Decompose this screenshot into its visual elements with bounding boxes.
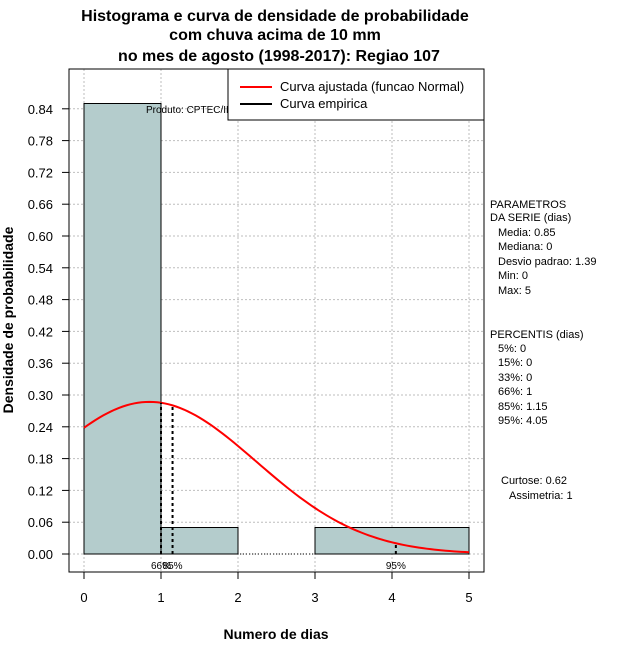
percentile-label-0: 66%	[151, 561, 171, 572]
chart-title-line-2: com chuva acima de 10 mm	[169, 27, 381, 44]
y-tick-label-0.12: 0.12	[28, 483, 53, 498]
percentile-33: 33%: 0	[498, 372, 532, 384]
parameter-median: Mediana: 0	[498, 241, 552, 253]
x-tick-label-4: 4	[388, 590, 395, 605]
legend-box	[227, 68, 485, 121]
parameters-panel: PARAMETROS DA SERIE (dias) Media: 0.85 M…	[490, 199, 596, 297]
percentile-85: 85%: 1.15	[498, 401, 548, 413]
x-axis: 0 1 2 3 4 5	[80, 571, 473, 605]
percentile-reference-lines: 66%85% 95%	[151, 402, 406, 572]
percentile-label-1: 85%	[163, 561, 183, 572]
y-tick-label-0.42: 0.42	[28, 324, 53, 339]
histogram-bar-0	[83, 103, 162, 555]
skewness-value: Assimetria: 1	[509, 490, 573, 502]
percentiles-title: PERCENTIS (dias)	[490, 329, 584, 341]
percentile-15: 15%: 0	[498, 357, 532, 369]
y-tick-label-0.72: 0.72	[28, 165, 53, 180]
legend: Curva ajustada (funcao Normal) Curva emp…	[227, 68, 485, 121]
y-tick-label-0.48: 0.48	[28, 293, 53, 308]
parameter-mean: Media: 0.85	[498, 227, 555, 239]
parameter-std: Desvio padrao: 1.39	[498, 256, 596, 268]
parameter-max: Max: 5	[498, 285, 531, 297]
y-axis: 0.00 0.06 0.12 0.18 0.24 0.30 0.36 0.42 0.48 0.54…	[28, 102, 70, 562]
x-tick-label-3: 3	[311, 590, 318, 605]
y-tick-label-0.84: 0.84	[28, 102, 53, 117]
product-label: Produto: CPTEC/INPE	[146, 105, 247, 116]
y-tick-label-0.30: 0.30	[28, 388, 53, 403]
x-tick-label-1: 1	[157, 590, 164, 605]
parameter-min: Min: 0	[498, 270, 528, 282]
parameters-title-1: PARAMETROS	[490, 199, 566, 211]
x-tick-label-2: 2	[234, 590, 241, 605]
histogram-bars	[83, 103, 470, 555]
percentile-66: 66%: 1	[498, 386, 532, 398]
y-axis-label: Densidade de probabilidade	[0, 226, 16, 413]
legend-label-fitted-curve: Curva ajustada (funcao Normal)	[280, 79, 464, 94]
y-tick-label-0.18: 0.18	[28, 452, 53, 467]
legend-label-empirical-curve: Curva empirica	[280, 96, 368, 111]
x-axis-label: Numero de dias	[223, 626, 328, 642]
x-tick-label-5: 5	[465, 590, 472, 605]
percentile-5: 5%: 0	[498, 343, 526, 355]
percentile-label-2: 95%	[386, 561, 406, 572]
y-tick-label-0.60: 0.60	[28, 229, 53, 244]
percentile-95: 95%: 4.05	[498, 415, 548, 427]
stats-panel: Curtose: 0.62 Assimetria: 1	[501, 475, 573, 502]
chart-title-line-3: no mes de agosto (1998-2017): Regiao 107	[118, 48, 440, 65]
y-tick-label-0.66: 0.66	[28, 197, 53, 212]
parameters-title-2: DA SERIE (dias)	[490, 212, 571, 224]
y-tick-label-0.06: 0.06	[28, 515, 53, 530]
y-tick-label-0.24: 0.24	[28, 420, 53, 435]
normal-curve-line	[83, 400, 470, 554]
kurtosis-value: Curtose: 0.62	[501, 475, 567, 487]
y-tick-label-0.00: 0.00	[28, 547, 53, 562]
chart-title-line-1: Histograma e curva de densidade de proba…	[81, 8, 469, 25]
percentiles-panel: PERCENTIS (dias) 5%: 0 15%: 0 33%: 0 66%…	[490, 329, 584, 427]
y-tick-label-0.54: 0.54	[28, 261, 53, 276]
y-tick-label-0.36: 0.36	[28, 356, 53, 371]
x-tick-label-0: 0	[80, 590, 87, 605]
y-tick-label-0.78: 0.78	[28, 134, 53, 149]
